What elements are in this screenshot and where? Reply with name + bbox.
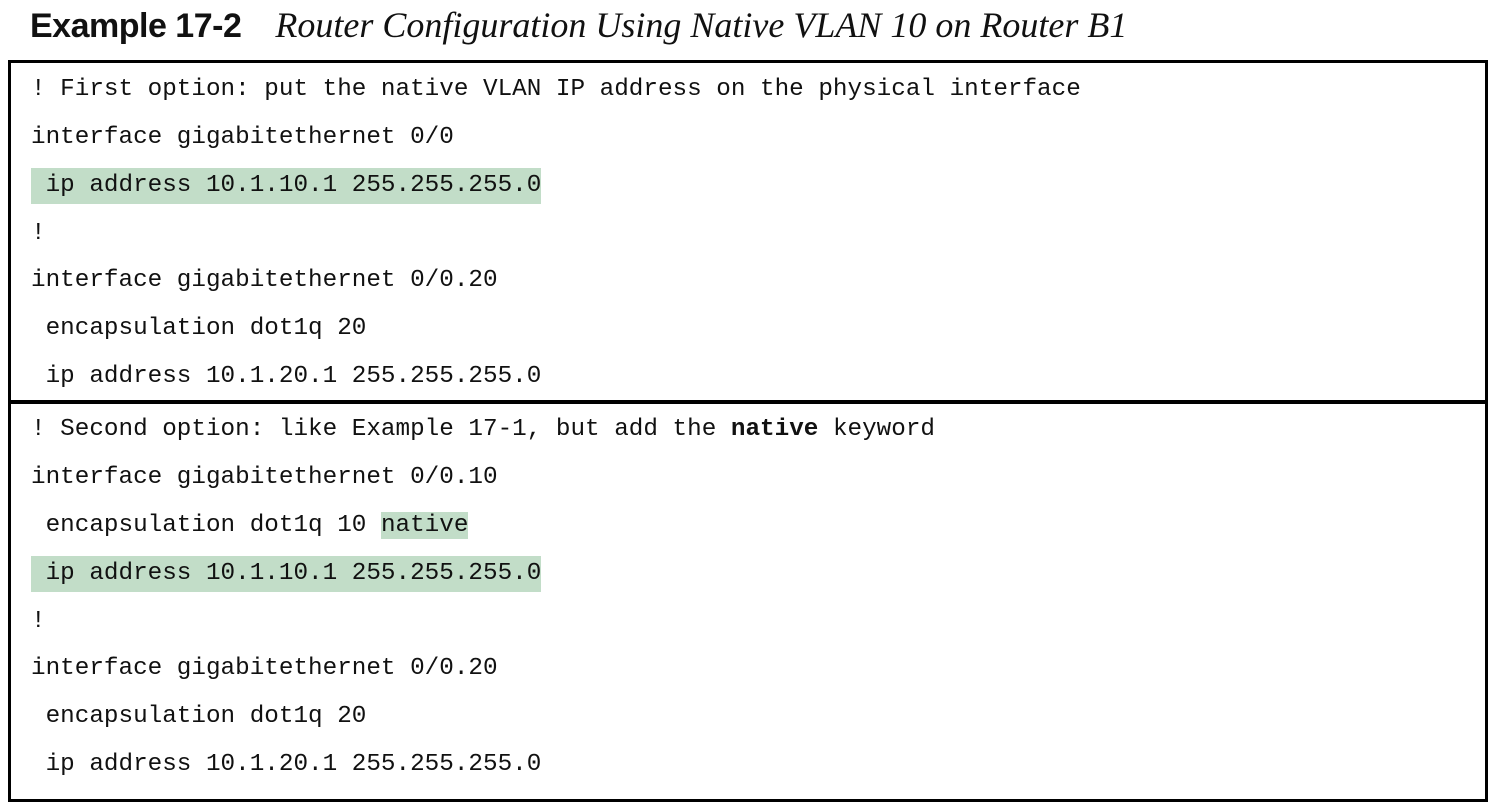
- code-line-highlighted: ip address 10.1.10.1 255.255.255.0: [31, 556, 542, 592]
- example-number: Example 17-2: [30, 7, 242, 45]
- code-line-highlighted: ip address 10.1.10.1 255.255.255.0: [31, 168, 542, 204]
- code-line: interface gigabitethernet 0/0.20: [31, 267, 498, 294]
- code-line: interface gigabitethernet 0/0: [31, 124, 454, 151]
- config-block-second-option: ! Second option: like Example 17-1, but …: [8, 400, 1488, 802]
- code-line: !: [31, 220, 46, 247]
- comment-text: ! Second option: like Example 17-1, but …: [31, 416, 731, 443]
- code-line: ip address 10.1.20.1 255.255.255.0: [31, 363, 542, 390]
- comment-text: keyword: [818, 416, 936, 443]
- code-line: ip address 10.1.20.1 255.255.255.0: [31, 751, 542, 778]
- code-line: encapsulation dot1q 20: [31, 703, 367, 730]
- native-keyword-highlighted: native: [380, 512, 469, 539]
- code-line: !: [31, 608, 46, 635]
- example-caption: Example 17-2 Router Configuration Using N…: [30, 0, 1127, 52]
- code-text: encapsulation dot1q 10: [31, 512, 381, 539]
- code-line: encapsulation dot1q 10 native: [31, 508, 469, 544]
- config-block-first-option: ! First option: put the native VLAN IP a…: [8, 60, 1488, 403]
- code-line-comment: ! First option: put the native VLAN IP a…: [31, 76, 1081, 103]
- code-line: interface gigabitethernet 0/0.20: [31, 655, 498, 682]
- code-line: encapsulation dot1q 20: [31, 315, 367, 342]
- native-keyword: native: [730, 416, 819, 443]
- code-line-comment: ! Second option: like Example 17-1, but …: [31, 412, 935, 448]
- code-line: interface gigabitethernet 0/0.10: [31, 464, 498, 491]
- example-title: Router Configuration Using Native VLAN 1…: [275, 5, 1128, 45]
